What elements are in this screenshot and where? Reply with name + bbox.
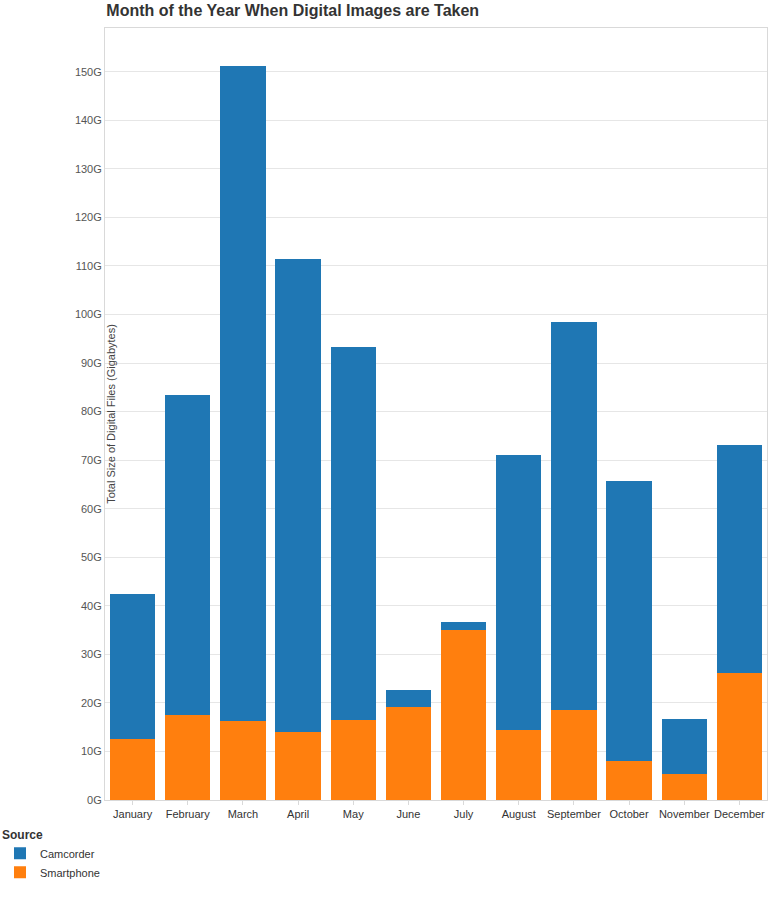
svg-text:September: September	[547, 808, 601, 820]
svg-text:Camcorder: Camcorder	[40, 848, 95, 860]
svg-text:August: August	[502, 808, 536, 820]
svg-text:90G: 90G	[81, 357, 102, 369]
svg-text:0G: 0G	[87, 794, 102, 806]
svg-text:110G: 110G	[76, 260, 102, 272]
svg-text:Total Size of Digital Files (G: Total Size of Digital Files (Gigabytes)	[105, 324, 117, 504]
svg-text:October: October	[610, 808, 649, 820]
svg-text:10G: 10G	[81, 745, 102, 757]
svg-text:Smartphone: Smartphone	[40, 867, 100, 879]
svg-text:January: January	[113, 808, 153, 820]
svg-text:July: July	[454, 808, 474, 820]
svg-text:100G: 100G	[75, 308, 102, 320]
svg-text:May: May	[343, 808, 364, 820]
svg-text:130G: 130G	[75, 163, 102, 175]
svg-text:70G: 70G	[81, 454, 102, 466]
svg-text:120G: 120G	[75, 211, 102, 223]
svg-text:Month of the Year When Digital: Month of the Year When Digital Images ar…	[106, 2, 479, 19]
svg-text:140G: 140G	[75, 114, 102, 126]
svg-text:June: June	[396, 808, 420, 820]
svg-text:60G: 60G	[81, 503, 102, 515]
svg-text:February: February	[166, 808, 211, 820]
svg-text:30G: 30G	[81, 648, 102, 660]
svg-text:150G: 150G	[75, 66, 102, 78]
svg-text:November: November	[659, 808, 710, 820]
svg-text:80G: 80G	[81, 405, 102, 417]
svg-text:March: March	[228, 808, 259, 820]
svg-text:Source: Source	[2, 828, 43, 842]
svg-text:40G: 40G	[81, 600, 102, 612]
svg-text:50G: 50G	[81, 551, 102, 563]
svg-text:20G: 20G	[81, 697, 102, 709]
svg-text:December: December	[714, 808, 765, 820]
svg-text:April: April	[287, 808, 309, 820]
